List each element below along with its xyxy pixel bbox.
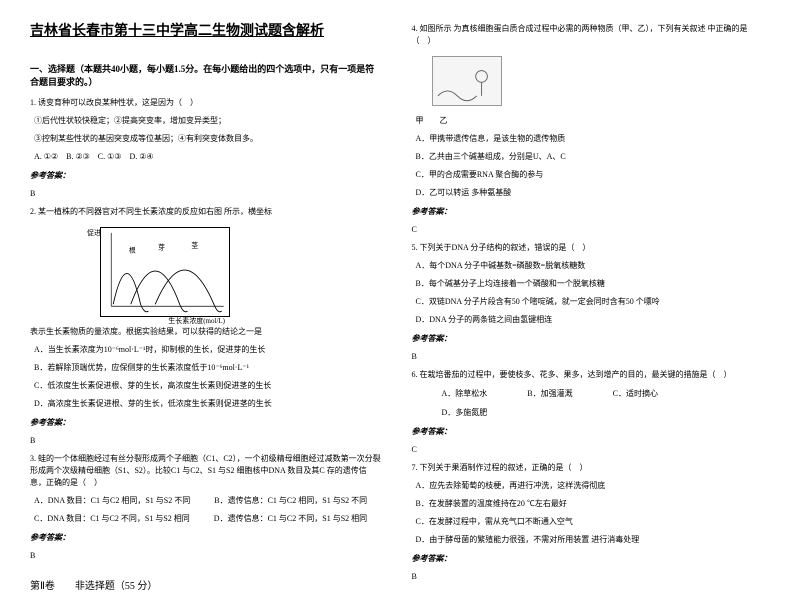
- chart-ylabel: 促进: [87, 228, 101, 238]
- svg-text:芽: 芽: [158, 243, 165, 252]
- q6-stem: 6. 在栽培番茄的过程中，要使枝多、花多、果多，达到增产的目的，最关键的措施是（…: [412, 369, 764, 381]
- q5-optB: B．每个碱基分子上均连接着一个磷酸和一个脱氧核糖: [416, 278, 764, 290]
- q1-answer: B: [30, 188, 382, 200]
- chart-svg: 根 芽 茎: [101, 228, 229, 316]
- q4-answer: C: [412, 224, 764, 236]
- q4-optB: B．乙共由三个碱基组成，分别是U、A、C: [416, 151, 764, 163]
- section1-heading: 一、选择题（本题共40小题，每小题1.5分。在每小题给出的四个选项中，只有一项是…: [30, 62, 382, 88]
- q6-optA: A．除草松水: [442, 388, 488, 399]
- q4-optA: A．甲携带遗传信息，是该生物的遗传物质: [416, 133, 764, 145]
- q4-figure: [432, 56, 502, 106]
- q3-answer: B: [30, 550, 382, 562]
- q2-optC: C．低浓度生长素促进根、芽的生长，高浓度生长素则促进茎的生长: [34, 380, 382, 392]
- q1-stem: 1. 诱变育种可以改良某种性状，这是因为（ ）: [30, 97, 382, 109]
- q6-answer: C: [412, 444, 764, 456]
- q7-answer-label: 参考答案：: [412, 553, 764, 565]
- q4-optD: D．乙可以转运 多种氨基酸: [416, 187, 764, 199]
- q6-optC: C．适时摘心: [613, 388, 658, 399]
- q6-answer-label: 参考答案：: [412, 426, 764, 438]
- left-column: 吉林省长春市第十三中学高二生物测试题含解析 一、选择题（本题共40小题，每小题1…: [30, 20, 382, 541]
- q2-stem: 2. 某一植株的不同器官对不同生长素浓度的反应如右图 所示，横坐标: [30, 206, 382, 218]
- q4-answer-label: 参考答案：: [412, 206, 764, 218]
- q6-optD: D．多施氮肥: [442, 407, 488, 418]
- q6-opts-row1: A．除草松水 B．加强灌溉 C．适时摘心: [442, 388, 764, 399]
- q1-line1: ①后代性状较快稳定；②提高突变率，增加变异类型；: [34, 115, 382, 127]
- q1-line2: ③控制某些性状的基因突变成等位基因；④有利突变体数目多。: [34, 133, 382, 145]
- q4-stem: 4. 如图所示 为真核细胞蛋白质合成过程中必需的两种物质（甲、乙），下列有关叙述…: [412, 23, 764, 47]
- q5-optC: C．双链DNA 分子片段含有50 个嘧啶碱，就一定会同时含有50 个嘌呤: [416, 296, 764, 308]
- q7-optB: B．在发酵装置的温度维持在20 ℃左右最好: [416, 498, 764, 510]
- q2-answer: B: [30, 435, 382, 447]
- q5-answer: B: [412, 351, 764, 363]
- q3-rowA: A．DNA 数目：C1 与C2 相同，S1 与S2 不同 B．遗传信息：C1 与…: [34, 495, 382, 507]
- page-title: 吉林省长春市第十三中学高二生物测试题含解析: [30, 20, 382, 40]
- chart-xlabel: 生长素浓度(mol/L): [168, 316, 225, 326]
- q6-optB: B．加强灌溉: [527, 388, 572, 399]
- q5-stem: 5. 下列关于DNA 分子结构的叙述，错误的是（ ）: [412, 242, 764, 254]
- q1-answer-label: 参考答案：: [30, 170, 382, 182]
- q5-answer-label: 参考答案：: [412, 333, 764, 345]
- q5-optA: A．每个DNA 分子中碱基数=磷酸数=脱氧核糖数: [416, 260, 764, 272]
- q3-rowC: C．DNA 数目：C1 与C2 不同，S1 与S2 相同 D．遗传信息：C1 与…: [34, 513, 382, 525]
- section2-title: 第Ⅱ卷 非选择题（55 分）: [30, 577, 382, 592]
- right-column: 4. 如图所示 为真核细胞蛋白质合成过程中必需的两种物质（甲、乙），下列有关叙述…: [412, 20, 764, 541]
- q7-stem: 7. 下列关于果酒制作过程的叙述，正确的是（ ）: [412, 462, 764, 474]
- svg-text:茎: 茎: [191, 241, 198, 250]
- growth-chart: 促进 根 芽 茎 生长素浓度(mol/L): [100, 227, 230, 317]
- q2-optB: B．若解除顶端优势，应保侧芽的生长素浓度低于10⁻⁶mol·L⁻¹: [34, 362, 382, 374]
- q3-stem: 3. 蛙的一个体细胞经过有丝分裂形成两个子细胞（C1、C2），一个初级精母细胞经…: [30, 453, 382, 489]
- q7-optA: A．应先去除葡萄的枝梗，再进行冲洗，这样洗得彻底: [416, 480, 764, 492]
- q4-caption: 甲 乙: [416, 115, 764, 127]
- q2-optD: D．高浓度生长素促进根、芽的生长，低浓度生长素则促进茎的生长: [34, 398, 382, 410]
- svg-text:根: 根: [129, 245, 136, 254]
- q7-optD: D．由于酵母菌的繁殖能力很强，不需对所用装置 进行消毒处理: [416, 534, 764, 546]
- q7-answer: B: [412, 571, 764, 583]
- q1-options: A. ①② B. ②③ C. ①③ D. ②④: [34, 151, 382, 163]
- q2-optA: A．当生长素浓度为10⁻⁶mol·L⁻¹时，抑制根的生长，促进芽的生长: [34, 344, 382, 356]
- q4-svg: [433, 57, 501, 106]
- q3-answer-label: 参考答案：: [30, 532, 382, 544]
- q2-after-chart: 表示生长素物质的量浓度。根据实验结果，可以获得的结论之一是: [30, 326, 382, 338]
- q5-optD: D．DNA 分子的两条链之间由氢键相连: [416, 314, 764, 326]
- q2-answer-label: 参考答案：: [30, 417, 382, 429]
- q4-optC: C．甲的合成需要RNA 聚合酶的参与: [416, 169, 764, 181]
- q6-opts-row2: D．多施氮肥: [442, 407, 764, 418]
- q7-optC: C．在发酵过程中，需从充气口不断通入空气: [416, 516, 764, 528]
